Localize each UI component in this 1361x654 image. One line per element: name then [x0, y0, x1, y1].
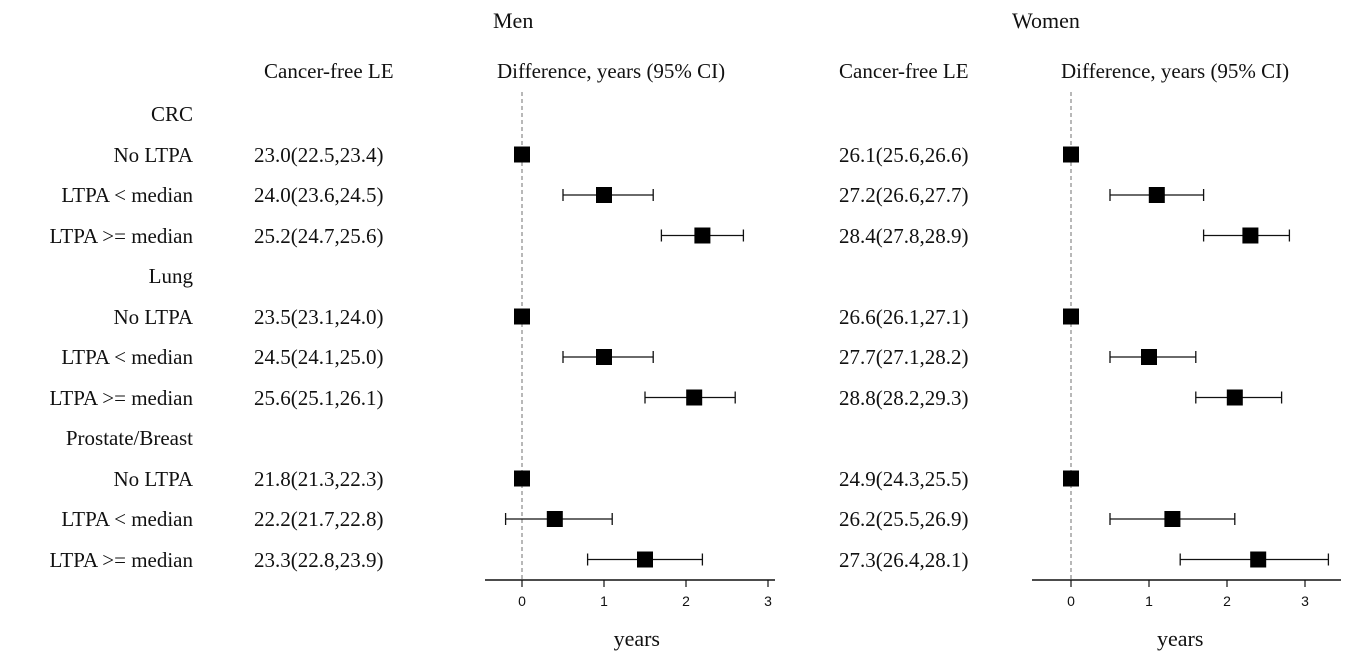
le-value: 24.5(24.1,25.0): [254, 345, 384, 369]
le-value: 27.7(27.1,28.2): [839, 345, 969, 369]
women-diff-header: Difference, years (95% CI): [1061, 59, 1290, 83]
group-label: Prostate/Breast: [65, 426, 193, 450]
le-value: 28.8(28.2,29.3): [839, 385, 969, 410]
le-value: 26.6(26.1,27.1): [839, 304, 969, 329]
point-estimate: [596, 187, 612, 203]
le-value: 27.3(26.4,28.1): [839, 547, 969, 572]
group-label: Lung: [148, 264, 193, 288]
x-axis-title: years: [614, 626, 660, 651]
le-value: 24.9(24.3,25.5): [839, 466, 969, 491]
x-tick-label: 1: [1145, 593, 1153, 609]
le-value: 27.2(26.6,27.7): [839, 183, 969, 207]
row-label: No LTPA: [113, 142, 193, 167]
point-estimate: [1063, 146, 1079, 163]
row-label: No LTPA: [113, 466, 193, 491]
group-label: CRC: [150, 102, 193, 126]
men-diff-header: Difference, years (95% CI): [497, 59, 726, 83]
le-value: 23.0(22.5,23.4): [254, 142, 384, 167]
panel-title-men: Men: [493, 8, 534, 33]
le-value: 23.5(23.1,24.0): [254, 304, 384, 329]
point-estimate: [686, 389, 703, 406]
point-estimate: [1063, 308, 1079, 325]
le-value: 28.4(27.8,28.9): [839, 223, 969, 248]
le-value: 26.2(25.5,26.9): [839, 507, 969, 531]
le-value: 26.1(25.6,26.6): [839, 142, 969, 167]
point-estimate: [694, 227, 711, 244]
le-value: 23.3(22.8,23.9): [254, 547, 384, 572]
point-estimate: [514, 146, 530, 163]
x-tick-label: 0: [1067, 593, 1075, 609]
x-axis-title: years: [1157, 626, 1203, 651]
point-estimate: [546, 511, 563, 527]
x-tick-label: 1: [600, 593, 608, 609]
x-tick-label: 2: [1223, 593, 1231, 609]
point-estimate: [1250, 551, 1267, 568]
row-label: LTPA >= median: [49, 385, 193, 410]
x-tick-label: 2: [682, 593, 690, 609]
le-value: 22.2(21.7,22.8): [254, 507, 384, 531]
point-estimate: [1242, 227, 1259, 244]
point-estimate: [1148, 187, 1165, 203]
le-value: 24.0(23.6,24.5): [254, 183, 384, 207]
women-le-header: Cancer-free LE: [839, 59, 969, 83]
point-estimate: [1063, 470, 1079, 487]
le-value: 25.6(25.1,26.1): [254, 385, 384, 410]
point-estimate: [1141, 349, 1157, 365]
point-estimate: [1226, 389, 1243, 406]
x-tick-label: 0: [518, 593, 526, 609]
row-label: No LTPA: [113, 304, 193, 329]
le-value: 21.8(21.3,22.3): [254, 466, 384, 491]
x-tick-label: 3: [1301, 593, 1309, 609]
point-estimate: [596, 349, 612, 365]
point-estimate: [637, 551, 653, 568]
point-estimate: [1164, 511, 1181, 527]
row-label: LTPA >= median: [49, 223, 193, 248]
row-label: LTPA < median: [61, 345, 193, 369]
panel-title-women: Women: [1012, 8, 1080, 33]
row-label: LTPA >= median: [49, 547, 193, 572]
x-tick-label: 3: [764, 593, 772, 609]
row-label: LTPA < median: [61, 183, 193, 207]
point-estimate: [514, 308, 530, 325]
men-le-header: Cancer-free LE: [264, 59, 394, 83]
row-label: LTPA < median: [61, 507, 193, 531]
point-estimate: [514, 470, 530, 487]
le-value: 25.2(24.7,25.6): [254, 223, 384, 248]
